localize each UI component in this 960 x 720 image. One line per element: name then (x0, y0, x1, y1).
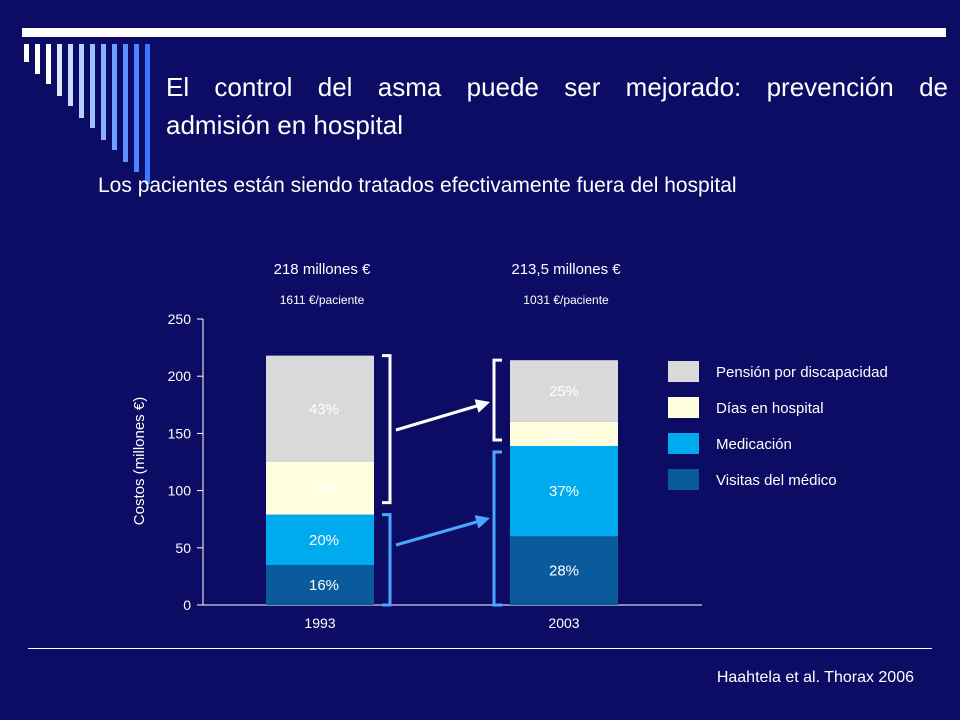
bar-segment (510, 360, 618, 422)
per-patient-label: 1611 €/paciente (280, 293, 365, 307)
segment-label: 16% (309, 577, 339, 594)
legend-label: Visitas del médico (716, 472, 837, 489)
segment-label: 25% (549, 383, 579, 400)
x-tick-label: 1993 (304, 615, 335, 631)
segment-label: 43% (309, 401, 339, 418)
legend-label: Pensión por discapacidad (716, 364, 888, 381)
bar-segment (266, 564, 374, 605)
x-tick-label: 2003 (548, 615, 579, 631)
y-tick-label: 200 (168, 368, 192, 384)
bar-segment (266, 462, 374, 515)
segment-label: 37% (549, 483, 579, 500)
y-tick-label: 150 (168, 425, 192, 441)
y-tick-label: 100 (168, 483, 192, 499)
bottom-rule (28, 648, 932, 649)
deco-stripe (35, 44, 40, 74)
legend-label: Medicación (716, 436, 792, 453)
deco-stripe (134, 44, 139, 172)
bracket (492, 450, 502, 607)
legend-swatch (668, 361, 699, 382)
bar-segment (266, 355, 374, 462)
deco-stripe (90, 44, 95, 128)
bar-segment (266, 514, 374, 565)
bracket (382, 354, 392, 505)
segment-label: 28% (549, 563, 579, 580)
y-axis-title: Costos (millones €) (131, 397, 148, 525)
top-bar (22, 28, 946, 37)
segment-label: 10% (549, 426, 579, 443)
y-tick-label: 50 (175, 540, 191, 556)
arrow-shaft (395, 403, 481, 432)
bracket (492, 358, 502, 442)
deco-stripe (79, 44, 84, 118)
deco-stripe (112, 44, 117, 150)
bracket (382, 513, 392, 607)
legend-swatch (668, 469, 699, 490)
segment-label: 20% (309, 532, 339, 549)
bar-segment (510, 421, 618, 446)
per-patient-label: 1031 €/paciente (523, 293, 609, 307)
deco-stripe (123, 44, 128, 162)
title-line-2: admisión en hospital (166, 110, 404, 140)
citation: Haahtela et al. Thorax 2006 (716, 669, 914, 686)
legend-swatch (668, 433, 699, 454)
total-label: 213,5 millones € (511, 261, 621, 278)
legend-swatch (668, 397, 699, 418)
deco-stripe (68, 44, 73, 106)
deco-stripe (145, 44, 150, 184)
deco-stripe (46, 44, 51, 84)
legend-label: Días en hospital (716, 400, 824, 417)
arrow-head (474, 515, 490, 529)
y-tick-label: 0 (183, 597, 191, 613)
title-line-1: El control del asma puede ser mejorado: … (166, 72, 948, 102)
y-tick-label: 250 (168, 311, 192, 327)
deco-stripe (24, 44, 29, 62)
arrow-head (474, 399, 490, 413)
slide-subtitle: Los pacientes están siendo tratados efec… (98, 174, 737, 197)
bar-segment (510, 445, 618, 537)
deco-stripe (57, 44, 62, 96)
slide-title: El control del asma puede ser mejorado: … (166, 68, 948, 144)
total-label: 218 millones € (274, 261, 371, 278)
deco-stripe (101, 44, 106, 140)
arrow-shaft (395, 519, 481, 547)
segment-label: 21% (309, 480, 339, 497)
bar-segment (510, 536, 618, 605)
